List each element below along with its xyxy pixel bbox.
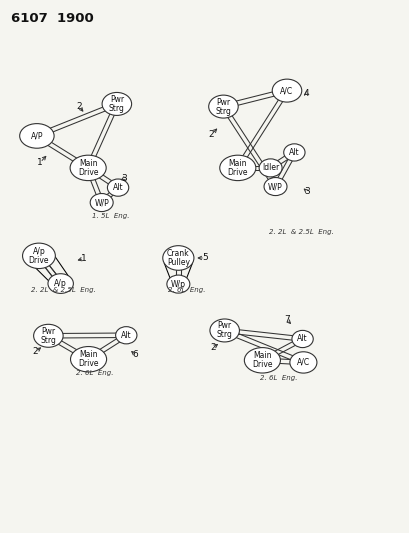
Ellipse shape: [115, 327, 137, 344]
Text: 2. 2L  & 2.5L  Eng.: 2. 2L & 2.5L Eng.: [31, 287, 96, 294]
Text: A/C: A/C: [280, 86, 293, 95]
Ellipse shape: [291, 330, 312, 348]
Text: 2. 2L  & 2.5L  Eng.: 2. 2L & 2.5L Eng.: [268, 229, 333, 235]
Text: Alt: Alt: [288, 148, 299, 157]
Text: A/p: A/p: [54, 279, 67, 288]
Text: Pwr
Strg: Pwr Strg: [109, 95, 124, 113]
Text: Main
Drive: Main Drive: [78, 159, 98, 177]
Ellipse shape: [162, 246, 193, 270]
Text: Pwr
Strg: Pwr Strg: [40, 327, 56, 345]
Text: 1. 5L  Eng.: 1. 5L Eng.: [92, 213, 129, 219]
Text: 2. 6L  Eng.: 2. 6L Eng.: [259, 375, 297, 382]
Text: 2: 2: [76, 102, 82, 111]
Text: 1: 1: [37, 158, 43, 167]
Ellipse shape: [219, 155, 255, 181]
Text: W/p: W/p: [171, 280, 185, 288]
Text: A/P: A/P: [31, 132, 43, 140]
Ellipse shape: [70, 155, 106, 181]
Text: 4: 4: [303, 89, 309, 98]
Text: 7: 7: [283, 316, 289, 324]
Ellipse shape: [102, 92, 131, 116]
Ellipse shape: [34, 324, 63, 348]
Text: A/p
Drive: A/p Drive: [29, 247, 49, 265]
Ellipse shape: [244, 348, 280, 373]
Ellipse shape: [90, 193, 113, 212]
Ellipse shape: [283, 144, 304, 161]
Text: Main
Drive: Main Drive: [252, 351, 272, 369]
Text: Main
Drive: Main Drive: [227, 159, 247, 177]
Text: Alt: Alt: [297, 335, 307, 343]
Ellipse shape: [258, 159, 281, 177]
Ellipse shape: [22, 243, 55, 269]
Text: 2: 2: [33, 348, 38, 356]
Ellipse shape: [48, 274, 73, 293]
Text: W/P: W/P: [94, 198, 109, 207]
Text: 3: 3: [121, 174, 126, 183]
Text: 2: 2: [208, 130, 214, 139]
Ellipse shape: [208, 95, 238, 118]
Text: A/C: A/C: [296, 358, 309, 367]
Text: 6107  1900: 6107 1900: [11, 12, 94, 25]
Text: 3: 3: [304, 188, 310, 196]
Ellipse shape: [107, 179, 128, 196]
Text: Alt: Alt: [121, 331, 131, 340]
Text: 1: 1: [81, 254, 87, 263]
Ellipse shape: [289, 352, 316, 373]
Ellipse shape: [272, 79, 301, 102]
Text: Pwr
Strg: Pwr Strg: [216, 321, 232, 340]
Text: 6: 6: [132, 350, 138, 359]
Text: 5: 5: [202, 254, 207, 262]
Ellipse shape: [263, 177, 286, 196]
Ellipse shape: [209, 319, 239, 342]
Text: Alt: Alt: [112, 183, 123, 192]
Text: Main
Drive: Main Drive: [78, 350, 99, 368]
Text: Crank
Pulley: Crank Pulley: [166, 249, 189, 267]
Text: W/P: W/P: [267, 182, 282, 191]
Ellipse shape: [166, 275, 189, 293]
Text: 2: 2: [210, 343, 216, 352]
Text: 2. 6L  Eng.: 2. 6L Eng.: [167, 287, 205, 294]
Text: Idler: Idler: [261, 164, 279, 172]
Text: 2. 6L  Eng.: 2. 6L Eng.: [75, 370, 113, 376]
Text: Pwr
Strg: Pwr Strg: [215, 98, 231, 116]
Ellipse shape: [20, 124, 54, 148]
Ellipse shape: [70, 346, 106, 372]
